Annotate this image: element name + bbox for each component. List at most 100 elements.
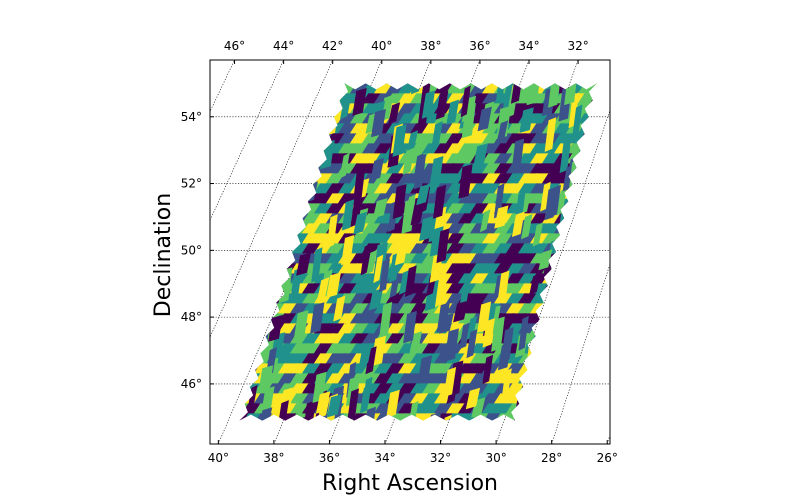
footprint-cell bbox=[301, 423, 322, 434]
footprint-cell bbox=[593, 181, 597, 217]
footprint-cell bbox=[313, 113, 335, 125]
footprint-cell bbox=[565, 413, 587, 421]
footprint-cell bbox=[392, 124, 407, 157]
footprint-cell bbox=[528, 370, 539, 401]
footprint-cell bbox=[429, 156, 444, 185]
footprint-cell bbox=[239, 413, 251, 421]
footprint-cell bbox=[601, 233, 622, 244]
left-tick-label: 54° bbox=[181, 110, 202, 124]
footprint-cell bbox=[409, 83, 431, 85]
footprint-cell bbox=[241, 143, 263, 155]
footprint-cell bbox=[325, 63, 346, 74]
footprint-cell bbox=[601, 163, 622, 174]
footprint-cell bbox=[469, 63, 490, 74]
footprint-cell bbox=[277, 433, 298, 444]
footprint-cell bbox=[433, 184, 447, 219]
footprint-cell bbox=[553, 413, 575, 421]
footprint-cell bbox=[505, 423, 526, 434]
footprint-cell bbox=[517, 83, 539, 85]
footprint-heatmap bbox=[217, 63, 634, 444]
footprint-cell bbox=[577, 173, 597, 185]
footprint-cell bbox=[217, 143, 238, 154]
left-tick-label: 48° bbox=[181, 310, 202, 324]
footprint-cell bbox=[457, 63, 478, 74]
footprint-cell bbox=[613, 83, 634, 94]
footprint-cell bbox=[289, 83, 311, 95]
footprint-cell bbox=[301, 83, 323, 95]
footprint-cell bbox=[505, 83, 527, 85]
footprint-cell bbox=[600, 233, 615, 255]
footprint-cell bbox=[526, 358, 538, 380]
footprint-cell bbox=[598, 130, 610, 161]
footprint-cell bbox=[553, 423, 574, 434]
footprint-cell bbox=[325, 83, 347, 95]
top-tick-label: 32° bbox=[567, 39, 588, 53]
footprint-cell bbox=[577, 373, 597, 385]
footprint-cell bbox=[301, 113, 323, 125]
footprint-cell bbox=[241, 113, 263, 125]
footprint-cell bbox=[453, 300, 468, 323]
footprint-cell bbox=[217, 103, 238, 114]
footprint-cell bbox=[595, 330, 597, 362]
footprint-cell bbox=[277, 103, 299, 115]
footprint-cell bbox=[239, 83, 251, 95]
footprint-cell bbox=[241, 123, 263, 135]
footprint-cell bbox=[217, 223, 238, 234]
footprint-cell bbox=[607, 337, 617, 363]
footprint-cell bbox=[613, 113, 634, 124]
footprint-cell bbox=[217, 253, 231, 281]
footprint-cell bbox=[613, 173, 634, 184]
footprint-cell bbox=[589, 373, 597, 385]
footprint-cell bbox=[239, 195, 246, 219]
footprint-cell bbox=[541, 383, 563, 395]
footprint-cell bbox=[253, 273, 275, 285]
footprint-cell bbox=[481, 413, 503, 421]
footprint-cell bbox=[595, 380, 597, 412]
footprint-cell bbox=[613, 333, 634, 344]
footprint-cell bbox=[253, 303, 275, 315]
footprint-cell bbox=[326, 214, 338, 248]
top-tick-label: 46° bbox=[224, 39, 245, 53]
footprint-cell bbox=[301, 433, 322, 444]
footprint-cell bbox=[529, 403, 551, 415]
footprint-cell bbox=[217, 223, 231, 244]
footprint-cell bbox=[217, 353, 238, 364]
footprint-cell bbox=[265, 163, 287, 175]
footprint-cell bbox=[613, 103, 634, 114]
footprint-cell bbox=[482, 318, 495, 348]
footprint-cell bbox=[217, 73, 238, 84]
footprint-cell bbox=[609, 220, 624, 251]
footprint-cell bbox=[253, 83, 275, 85]
footprint-cell bbox=[517, 403, 539, 415]
footprint-cell bbox=[257, 83, 270, 95]
footprint-cell bbox=[601, 363, 622, 374]
footprint-cell bbox=[436, 302, 450, 333]
footprint-cell bbox=[373, 433, 394, 444]
footprint-cell bbox=[337, 63, 358, 74]
footprint-cell bbox=[541, 423, 562, 434]
footprint-cell bbox=[589, 413, 597, 421]
footprint-cell bbox=[564, 83, 579, 106]
footprint-cell bbox=[590, 132, 597, 154]
footprint-cell bbox=[385, 63, 406, 74]
footprint-cell bbox=[532, 222, 544, 247]
footprint-cell bbox=[253, 173, 275, 185]
bottom-tick-label: 30° bbox=[485, 451, 506, 465]
footprint-cell bbox=[443, 367, 457, 398]
footprint-cell bbox=[350, 197, 363, 228]
footprint-cell bbox=[313, 63, 334, 74]
footprint-cell bbox=[217, 323, 238, 334]
footprint-cell bbox=[613, 323, 634, 334]
footprint-cell bbox=[267, 224, 282, 256]
footprint-cell bbox=[253, 183, 275, 195]
footprint-cell bbox=[289, 163, 311, 175]
footprint-cell bbox=[581, 384, 595, 407]
footprint-cell bbox=[613, 403, 634, 414]
footprint-cell bbox=[577, 393, 597, 405]
footprint-cell bbox=[565, 273, 587, 285]
footprint-cell bbox=[293, 310, 309, 340]
footprint-cell bbox=[541, 323, 563, 335]
footprint-cell bbox=[613, 213, 634, 224]
footprint-cell bbox=[239, 153, 251, 165]
footprint-cell bbox=[601, 413, 622, 424]
